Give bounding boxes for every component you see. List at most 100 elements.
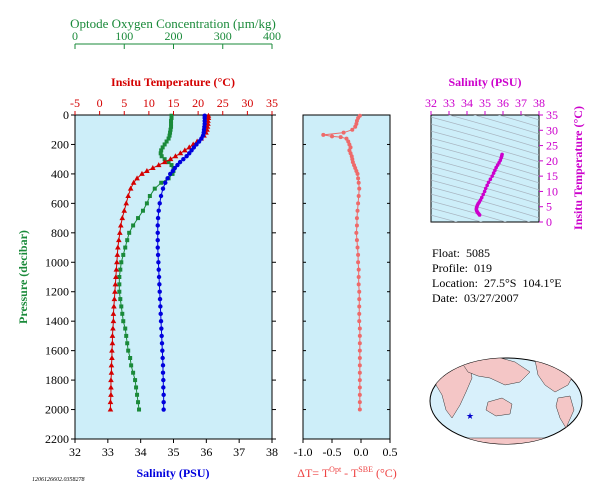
delta-point xyxy=(338,135,343,140)
temp-point xyxy=(108,369,115,375)
temp-point xyxy=(118,222,124,228)
oxygen-point xyxy=(169,113,174,118)
ts-y-tick-label: 10 xyxy=(546,184,558,198)
ts-x-tick-label: 36 xyxy=(497,96,509,110)
delta-point xyxy=(357,341,362,346)
delta-point xyxy=(356,180,361,185)
ts-contour xyxy=(431,179,539,212)
ts-point xyxy=(486,180,491,185)
oxygen-point xyxy=(124,333,129,338)
oxygen-point xyxy=(137,407,142,412)
footnote: 1206126602.0358278 xyxy=(32,477,85,483)
salinity-point xyxy=(161,407,166,412)
salinity-point xyxy=(155,237,160,243)
temp-point xyxy=(172,153,179,159)
pressure-tick-label: 800 xyxy=(51,226,69,240)
delta-point xyxy=(354,216,359,221)
delta-tick-label: 0.0 xyxy=(354,445,369,459)
salinity-point xyxy=(158,311,163,317)
oxygen-point xyxy=(159,180,164,185)
ts-contour xyxy=(431,207,483,222)
delta-point xyxy=(357,186,362,191)
delta-point xyxy=(330,134,334,139)
ts-point xyxy=(494,165,498,170)
ts-contour xyxy=(431,165,539,198)
ts-temp-title: Insitu Temperature (°C) xyxy=(571,106,585,230)
salinity-point xyxy=(175,162,180,168)
salinity-point xyxy=(159,333,164,339)
ts-point xyxy=(485,183,489,188)
delta-point xyxy=(357,385,362,390)
temp-tick-label: 0 xyxy=(97,96,103,110)
salinity-axis-title: Salinity (PSU) xyxy=(136,466,209,480)
temp-point xyxy=(127,185,134,191)
ts-point xyxy=(482,189,487,194)
temp-point xyxy=(186,144,193,150)
ts-y-tick-label: 25 xyxy=(546,139,558,153)
salinity-point xyxy=(155,223,160,228)
profile-series-layer xyxy=(107,112,212,412)
temp-point xyxy=(109,340,116,346)
delta-point xyxy=(357,326,362,331)
oxygen-tick-label: 300 xyxy=(214,29,232,43)
salinity-point xyxy=(160,186,166,191)
oxygen-point xyxy=(169,115,174,120)
temp-point xyxy=(117,229,123,235)
ts-y-tick-label: 20 xyxy=(546,154,558,168)
salinity-point xyxy=(194,142,199,147)
oxygen-point xyxy=(159,154,164,159)
delta-axis-title-pre: ΔT= T xyxy=(297,466,330,480)
salinity-point xyxy=(189,148,194,153)
delta-axis-title-post: (°C) xyxy=(373,466,397,480)
temp-point xyxy=(182,147,188,153)
salinity-point xyxy=(158,193,164,199)
salinity-point xyxy=(157,296,163,302)
oxygen-point xyxy=(129,363,134,368)
salinity-point xyxy=(187,151,192,156)
oxygen-point xyxy=(120,311,125,316)
temp-point xyxy=(109,355,115,360)
salinity-point xyxy=(161,377,166,383)
oxygen-point xyxy=(136,400,141,405)
oxygen-tick-label: 200 xyxy=(165,29,183,43)
ts-plot-area xyxy=(430,114,540,223)
temp-point xyxy=(119,215,126,221)
delta-point xyxy=(321,132,326,137)
oxygen-point xyxy=(121,319,126,324)
pressure-tick-label: 1400 xyxy=(45,314,69,328)
temp-point xyxy=(108,384,114,390)
salinity-point xyxy=(191,145,197,150)
ts-contour xyxy=(431,123,539,156)
ts-contour xyxy=(431,172,539,205)
salinity-point xyxy=(160,348,165,353)
temp-point xyxy=(130,179,137,185)
temp-tick-label: 15 xyxy=(168,96,180,110)
salinity-point xyxy=(155,230,160,236)
temp-tick-label: 25 xyxy=(217,96,229,110)
temp-point xyxy=(110,310,117,316)
delta-point xyxy=(356,275,361,279)
temp-tick-label: 10 xyxy=(143,96,155,110)
oxygen-point xyxy=(119,304,124,309)
ts-contour xyxy=(431,158,539,191)
salinity-point xyxy=(155,252,161,258)
salinity-point xyxy=(196,139,202,144)
oxygen-point xyxy=(160,145,165,150)
oxygen-point xyxy=(131,370,136,375)
temp-point xyxy=(112,281,119,287)
pressure-tick-label: 1000 xyxy=(45,255,69,269)
oxygen-point xyxy=(119,260,124,265)
oxygen-point xyxy=(164,139,169,144)
salinity-point xyxy=(161,392,166,398)
salinity-point xyxy=(168,171,173,177)
pressure-tick-label: 0 xyxy=(63,108,69,122)
salinity-point xyxy=(156,274,162,280)
temp-point xyxy=(116,237,122,243)
oxygen-point xyxy=(125,341,130,346)
ts-y-tick-label: 30 xyxy=(546,123,558,137)
ts-point xyxy=(483,186,488,191)
ts-contour xyxy=(447,115,539,142)
temp-point xyxy=(113,266,120,272)
